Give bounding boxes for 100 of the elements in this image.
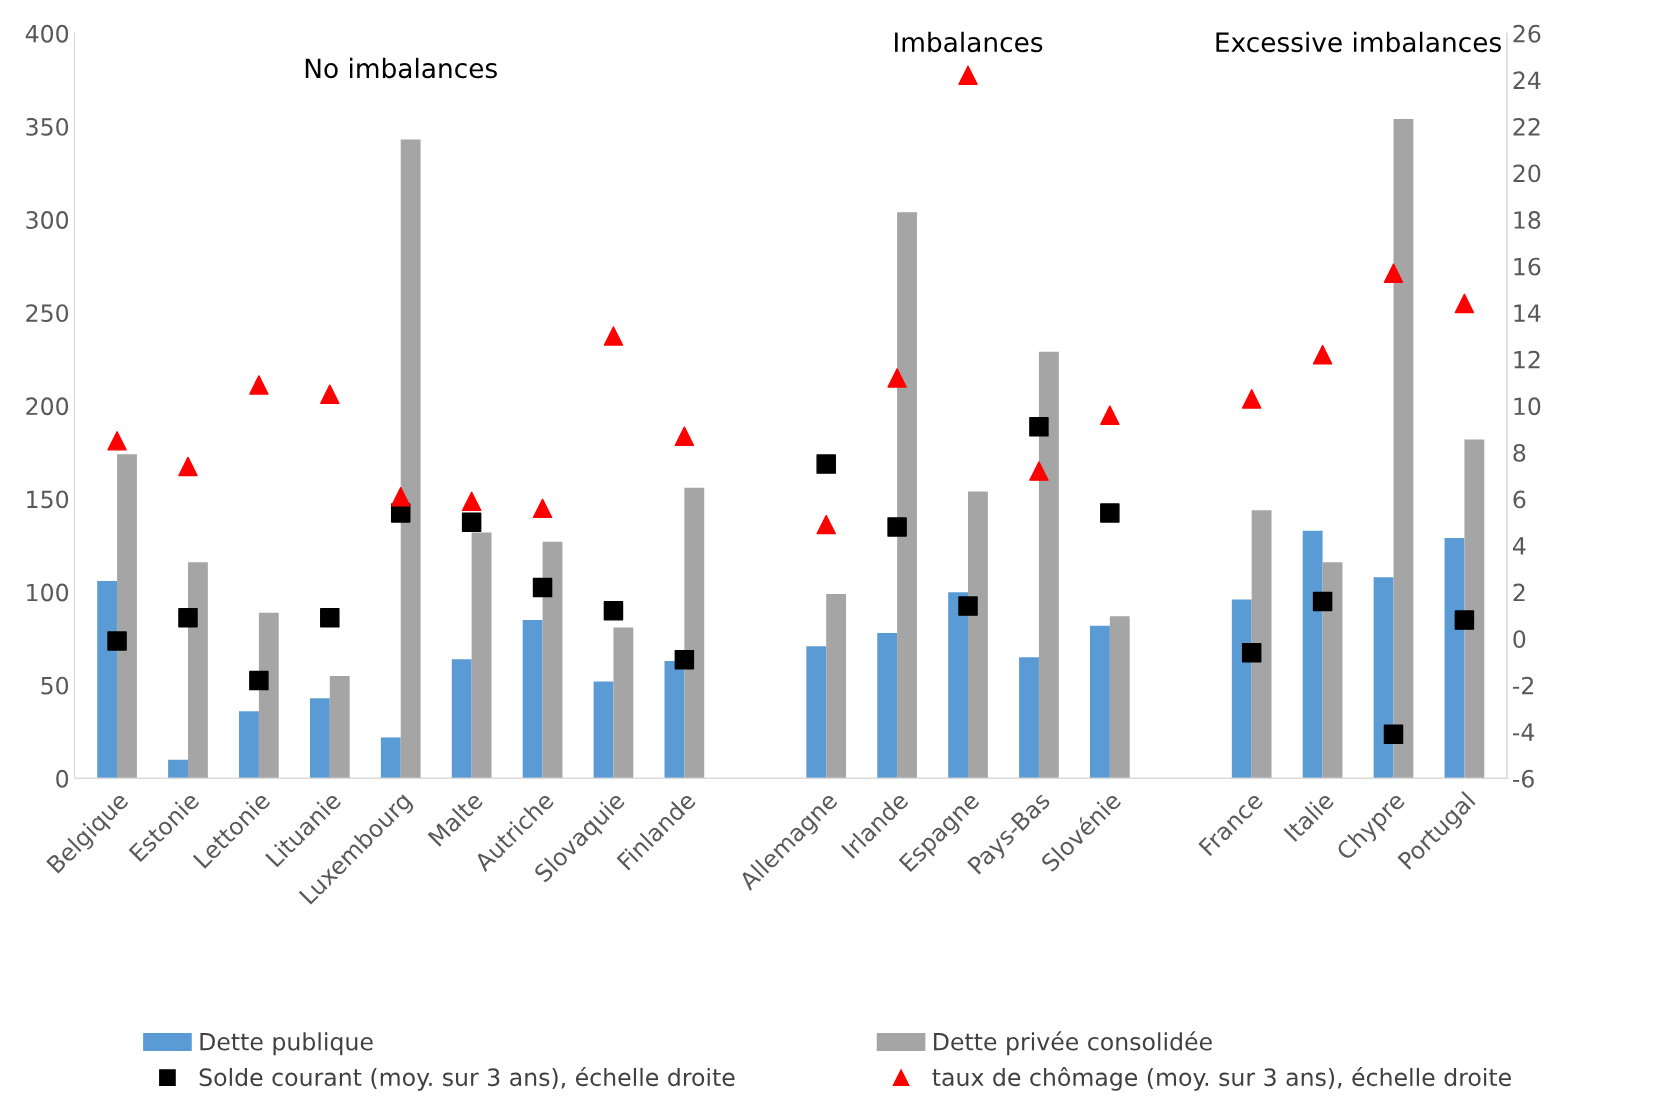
annotation: Imbalances	[895, 31, 1043, 53]
bar	[877, 633, 898, 779]
bar	[897, 212, 917, 779]
y2-tick-label: 2	[1513, 583, 1525, 602]
bar	[806, 646, 827, 779]
y-tick-label: 250	[26, 304, 69, 323]
legend-label: Dette publique	[200, 1032, 373, 1056]
y2-tick-label: 22	[1513, 117, 1540, 136]
point	[887, 517, 907, 537]
point	[1029, 461, 1049, 481]
point	[1312, 344, 1333, 365]
bar	[1444, 538, 1465, 779]
y-tick-label: 200	[26, 397, 69, 416]
bar	[613, 627, 634, 779]
bar	[329, 675, 350, 779]
point	[532, 498, 553, 519]
bar	[471, 532, 492, 779]
point	[249, 375, 269, 395]
y2-tick-label: -6	[1512, 769, 1534, 788]
bar	[1019, 657, 1039, 779]
point	[1241, 642, 1262, 663]
point	[107, 431, 127, 451]
y2-tick-label: 0	[1513, 630, 1526, 649]
point	[816, 514, 836, 535]
legend-label: taux de chômage (moy. sur 3 ans), échelle droite	[932, 1066, 1511, 1091]
bar	[1089, 625, 1110, 779]
point	[1312, 591, 1333, 612]
y-tick-label: 350	[26, 117, 69, 136]
bar	[117, 454, 137, 779]
y2-tick-label: 20	[1513, 164, 1541, 183]
bar	[187, 562, 208, 779]
y2-tick-label: 6	[1513, 490, 1526, 509]
y2-tick-label: 12	[1514, 350, 1540, 369]
point	[1383, 724, 1404, 744]
y2-tick-label: 10	[1514, 397, 1541, 416]
point	[178, 608, 198, 628]
point	[603, 601, 624, 621]
point	[1383, 263, 1404, 283]
point	[1029, 417, 1049, 437]
bar	[522, 620, 543, 779]
bar	[309, 698, 330, 779]
bar	[948, 592, 969, 779]
point	[320, 608, 340, 628]
y-tick-label: 300	[26, 211, 69, 229]
point	[674, 649, 695, 670]
y2-tick-label: 18	[1514, 211, 1541, 229]
bar	[1109, 616, 1130, 779]
bar	[451, 659, 472, 779]
bar	[968, 491, 988, 779]
y-tick-label: 0	[56, 769, 69, 788]
bar	[593, 681, 614, 779]
point	[390, 486, 411, 507]
point	[1241, 389, 1262, 409]
point	[178, 456, 198, 477]
bar	[400, 139, 421, 779]
bar	[826, 594, 847, 779]
bar	[1393, 119, 1414, 779]
point	[320, 384, 340, 404]
legend-label: Dette privée consolidée	[934, 1031, 1212, 1056]
y2-tick-label: 14	[1514, 304, 1541, 322]
y2-tick-label: 24	[1513, 71, 1541, 89]
y2-tick-label: -4	[1512, 723, 1535, 741]
legend-label: Solde courant (moy. sur 3 ans), échelle droite	[199, 1066, 735, 1091]
bar	[1302, 530, 1323, 779]
point	[1454, 293, 1475, 314]
point	[887, 368, 907, 388]
bar	[1251, 510, 1272, 779]
bar	[239, 711, 259, 779]
bar	[1373, 577, 1394, 779]
y-tick-label: 150	[27, 490, 69, 509]
y-tick-label: 100	[27, 583, 69, 602]
point	[1454, 610, 1475, 630]
bar	[664, 661, 685, 779]
point	[816, 454, 836, 474]
y2-tick-label: 16	[1514, 257, 1541, 276]
point	[107, 631, 127, 651]
bar	[258, 612, 279, 779]
annotation: Excessive imbalances	[1216, 31, 1501, 53]
bar	[542, 541, 563, 779]
y2-tick-label: 8	[1513, 443, 1526, 462]
bar	[168, 759, 188, 779]
bar	[1038, 351, 1059, 779]
point	[958, 596, 978, 616]
annotation: No imbalances	[305, 57, 497, 79]
point	[532, 577, 553, 598]
bar	[1464, 439, 1485, 779]
y2-tick-label: -2	[1512, 676, 1533, 695]
y2-tick-label: 4	[1512, 537, 1526, 555]
point	[461, 491, 482, 512]
point	[674, 426, 695, 446]
point	[1100, 405, 1120, 425]
bar	[1322, 562, 1343, 779]
point	[958, 65, 978, 86]
point	[603, 326, 624, 346]
y-tick-label: 400	[25, 24, 69, 43]
y-tick-label: 50	[41, 676, 69, 695]
y2-tick-label: 26	[1513, 24, 1541, 43]
point	[1100, 503, 1120, 523]
point	[249, 670, 269, 691]
bar	[1231, 599, 1252, 779]
